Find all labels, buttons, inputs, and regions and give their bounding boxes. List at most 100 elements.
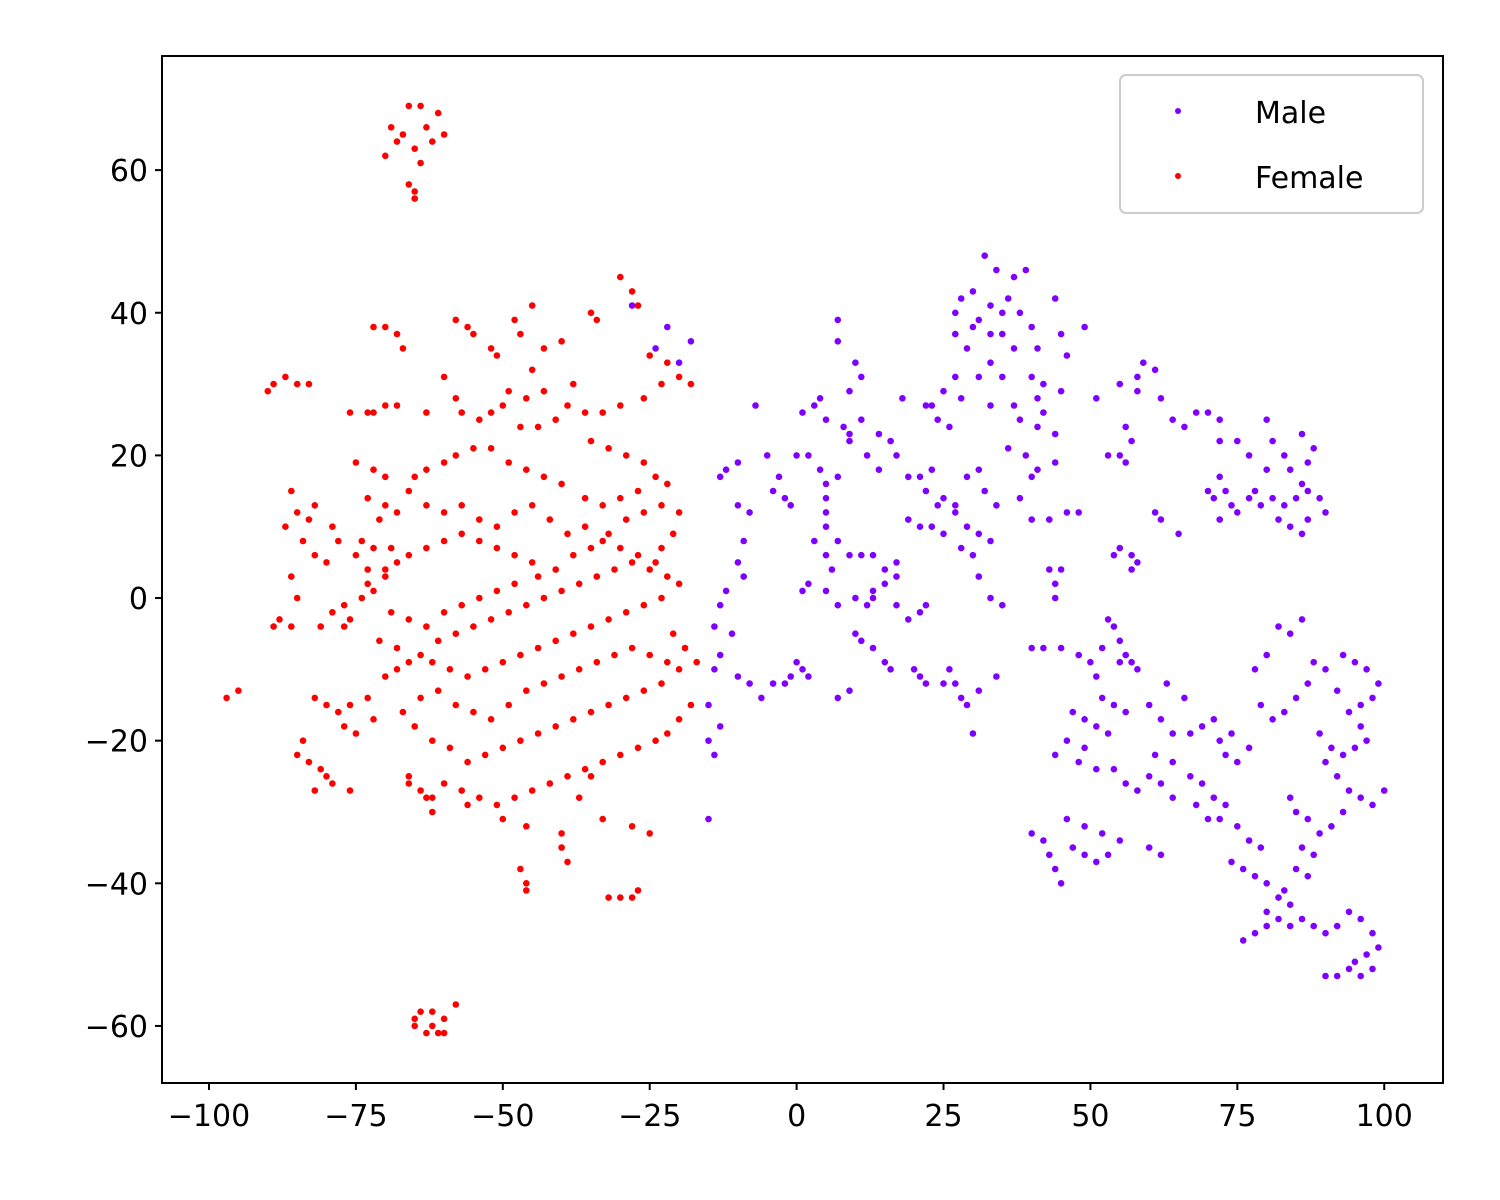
data-point-male (1204, 409, 1212, 416)
data-point-female (370, 587, 377, 595)
data-point-female (493, 544, 501, 552)
data-point-male (1263, 416, 1270, 424)
data-point-female (440, 459, 448, 466)
data-point-female (440, 131, 448, 138)
data-point-male (1110, 701, 1118, 709)
data-point-male (957, 694, 965, 702)
data-point-female (393, 138, 401, 145)
x-tick-label: −100 (168, 1099, 250, 1134)
data-point-male (981, 487, 988, 495)
data-point-male (1169, 758, 1176, 766)
data-point-male (963, 523, 971, 530)
data-point-male (1281, 452, 1288, 459)
data-point-male (975, 530, 983, 538)
data-point-male (1304, 680, 1312, 687)
data-point-male (969, 323, 977, 331)
data-point-female (311, 502, 319, 509)
data-point-female (323, 701, 330, 709)
data-point-male (1057, 387, 1065, 395)
data-point-female (382, 402, 389, 409)
data-point-male (805, 580, 812, 588)
data-point-male (1046, 851, 1053, 859)
data-point-female (493, 352, 501, 359)
data-point-male (934, 502, 941, 509)
data-point-male (628, 302, 636, 309)
data-point-male (987, 359, 994, 367)
data-point-female (599, 815, 606, 823)
data-point-male (1310, 445, 1317, 452)
data-point-female (399, 345, 407, 352)
data-point-male (969, 730, 977, 737)
data-point-male (1051, 594, 1059, 602)
data-point-male (711, 666, 718, 673)
data-point-female (382, 473, 389, 481)
data-point-male (816, 395, 824, 402)
data-point-male (1275, 894, 1282, 901)
data-point-female (599, 502, 606, 509)
x-tick-label: −25 (618, 1099, 681, 1134)
data-point-male (1239, 937, 1247, 944)
data-point-male (916, 609, 924, 616)
data-point-male (799, 587, 806, 595)
data-point-female (523, 823, 530, 830)
data-point-male (905, 616, 912, 623)
data-point-female (511, 580, 518, 588)
data-point-male (1292, 494, 1300, 502)
data-point-male (793, 452, 800, 459)
data-point-female (552, 723, 559, 730)
data-point-female (235, 687, 242, 694)
data-point-male (728, 630, 736, 637)
data-point-male (734, 559, 742, 566)
data-point-male (1040, 409, 1047, 416)
data-point-male (1216, 815, 1223, 823)
data-point-male (1010, 273, 1018, 281)
data-point-male (1157, 851, 1165, 859)
data-point-female (622, 516, 630, 523)
data-point-female (358, 537, 366, 545)
data-point-male (1063, 509, 1071, 516)
data-point-male (1087, 658, 1094, 666)
data-point-female (593, 573, 601, 580)
data-point-male (1298, 844, 1306, 851)
data-point-female (446, 666, 454, 673)
data-point-male (1222, 801, 1229, 809)
data-point-male (852, 630, 859, 637)
data-point-female (617, 894, 624, 901)
data-point-male (875, 466, 883, 474)
y-tick-label: −40 (85, 867, 148, 902)
data-point-female (552, 637, 559, 645)
data-point-male (1081, 716, 1088, 723)
data-point-female (599, 537, 606, 545)
data-point-female (570, 716, 577, 723)
data-point-male (1134, 373, 1141, 381)
data-point-male (1198, 780, 1206, 787)
data-point-female (311, 551, 319, 559)
data-point-female (605, 894, 612, 901)
data-point-male (1057, 566, 1065, 573)
data-point-female (364, 566, 372, 573)
data-point-male (1046, 516, 1053, 523)
data-point-male (1145, 701, 1153, 709)
data-point-male (1304, 459, 1312, 466)
data-point-male (940, 387, 947, 395)
data-point-female (293, 380, 301, 388)
data-point-male (940, 530, 947, 538)
data-point-female (652, 559, 659, 566)
data-point-female (476, 794, 483, 801)
data-point-male (1263, 651, 1270, 659)
data-point-female (411, 145, 419, 152)
data-point-female (487, 445, 495, 452)
data-point-female (534, 644, 542, 652)
data-point-male (869, 551, 877, 559)
data-point-male (1322, 972, 1329, 980)
x-tick-label: 75 (1218, 1099, 1256, 1134)
data-point-male (975, 316, 983, 324)
data-point-male (705, 737, 712, 744)
data-point-male (1298, 430, 1306, 438)
data-point-female (493, 587, 501, 595)
data-point-female (587, 623, 595, 630)
data-point-male (957, 395, 965, 402)
data-point-male (1316, 730, 1323, 737)
data-point-male (740, 573, 747, 580)
data-point-male (1028, 516, 1035, 523)
